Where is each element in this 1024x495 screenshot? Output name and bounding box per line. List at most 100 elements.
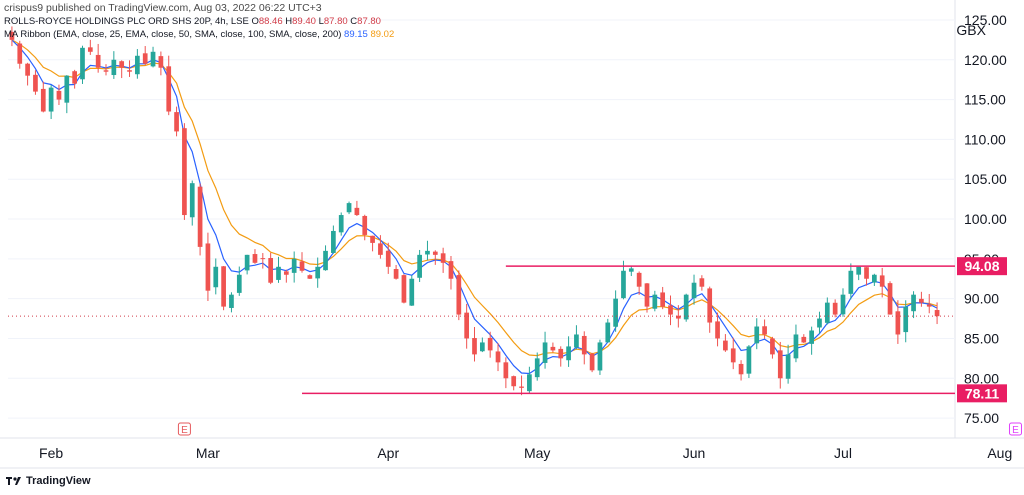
candle-body	[425, 250, 430, 255]
candle-body	[197, 186, 203, 247]
candle-body	[487, 337, 493, 351]
x-tick-label: Jun	[683, 445, 706, 461]
candle-body	[472, 338, 477, 355]
candle-body	[864, 267, 869, 279]
candle-body	[699, 278, 705, 287]
y-tick-label: 125.00	[964, 12, 1007, 28]
candle-body	[378, 243, 383, 255]
candle-body	[268, 257, 274, 283]
candle-body	[581, 335, 587, 355]
symbol-name: ROLLS-ROYCE HOLDINGS PLC ORD SHS 20P, 4h…	[4, 16, 249, 27]
candle-body	[793, 334, 799, 359]
candle-body	[589, 353, 595, 371]
level-label: 94.08	[964, 258, 999, 274]
chart-header: crispus9 published on TradingView.com, A…	[4, 2, 394, 41]
candle-body	[636, 272, 642, 287]
candle-body	[456, 275, 462, 315]
candle-body	[56, 90, 62, 100]
low-label: L	[318, 16, 324, 27]
tradingview-logo-icon	[6, 477, 21, 485]
x-tick-label: Aug	[987, 445, 1012, 461]
candle-body	[785, 354, 791, 379]
candle-body	[80, 47, 85, 80]
candle-body	[903, 306, 909, 333]
candle-body	[613, 298, 618, 327]
ma-ribbon-legend: MA Ribbon (EMA, close, 25, EMA, close, 5…	[4, 28, 394, 41]
high-label: H	[285, 16, 293, 27]
footer-brand-text: TradingView	[26, 475, 91, 487]
ma-value-1: 89.15	[344, 29, 368, 40]
candle-body	[840, 294, 846, 315]
candle-body	[628, 268, 634, 272]
candle-body	[895, 311, 901, 335]
y-tick-label: 85.00	[964, 330, 999, 346]
x-tick-label: May	[524, 445, 550, 461]
candle-body	[856, 266, 862, 275]
candle-body	[440, 253, 446, 263]
candle-body	[511, 376, 517, 387]
candle-body	[323, 250, 328, 271]
candle-body	[213, 266, 219, 288]
candle-body	[683, 294, 689, 320]
candle-body	[503, 362, 509, 379]
candle-body	[770, 338, 775, 355]
candle-body	[166, 66, 172, 112]
candle-body	[738, 363, 744, 375]
candle-body	[417, 254, 422, 278]
candle-body	[542, 342, 548, 363]
candle-body	[848, 270, 854, 294]
candle-body	[127, 70, 132, 72]
x-tick-label: Feb	[39, 445, 63, 461]
close-label: C	[350, 16, 358, 27]
level-label-box	[957, 257, 1007, 276]
y-tick-label: 110.00	[964, 131, 1006, 147]
candle-body	[409, 278, 415, 306]
candle-body	[919, 298, 924, 303]
candle-body	[362, 215, 368, 235]
candle-body	[103, 70, 109, 72]
candle-body	[519, 386, 524, 388]
candle-body	[715, 321, 720, 339]
level-label: 78.11	[965, 385, 999, 401]
candle-body	[754, 326, 760, 344]
candle-body	[730, 348, 736, 363]
candle-body	[40, 88, 46, 112]
x-tick-label: Jul	[834, 445, 852, 461]
candle-body	[205, 243, 211, 291]
candle-body	[707, 288, 713, 323]
candle-body	[229, 294, 234, 308]
candle-body	[723, 340, 728, 351]
candle-body	[448, 261, 454, 279]
candle-body	[252, 254, 258, 263]
candle-body	[527, 374, 532, 392]
candle-body	[644, 283, 650, 307]
candle-body	[72, 71, 77, 84]
candle-body	[174, 112, 179, 132]
candle-body	[338, 215, 344, 233]
earnings-marker-label: E	[1012, 425, 1019, 436]
candle-body	[291, 258, 297, 273]
candle-body	[393, 269, 399, 279]
symbol-legend: ROLLS-ROYCE HOLDINGS PLC ORD SHS 20P, 4h…	[4, 15, 394, 28]
candle-body	[887, 283, 893, 315]
open-value: 88.46	[258, 16, 283, 27]
candle-body	[621, 270, 626, 299]
candle-body	[675, 315, 681, 319]
candle-body	[236, 274, 242, 293]
candle-body	[574, 334, 579, 348]
footer-brand: TradingView	[6, 475, 91, 487]
candle-body	[95, 54, 101, 68]
sma-series-line	[11, 39, 938, 357]
candle-body	[558, 348, 564, 359]
candle-body	[762, 326, 767, 335]
candle-body	[182, 128, 187, 216]
y-tick-label: 120.00	[964, 52, 1007, 68]
candle-body	[668, 305, 673, 315]
candle-body	[597, 342, 603, 371]
y-tick-label: 75.00	[964, 410, 999, 426]
candle-body	[276, 266, 281, 280]
candle-body	[283, 271, 289, 275]
candle-body	[691, 282, 697, 299]
candle-body	[346, 203, 352, 213]
